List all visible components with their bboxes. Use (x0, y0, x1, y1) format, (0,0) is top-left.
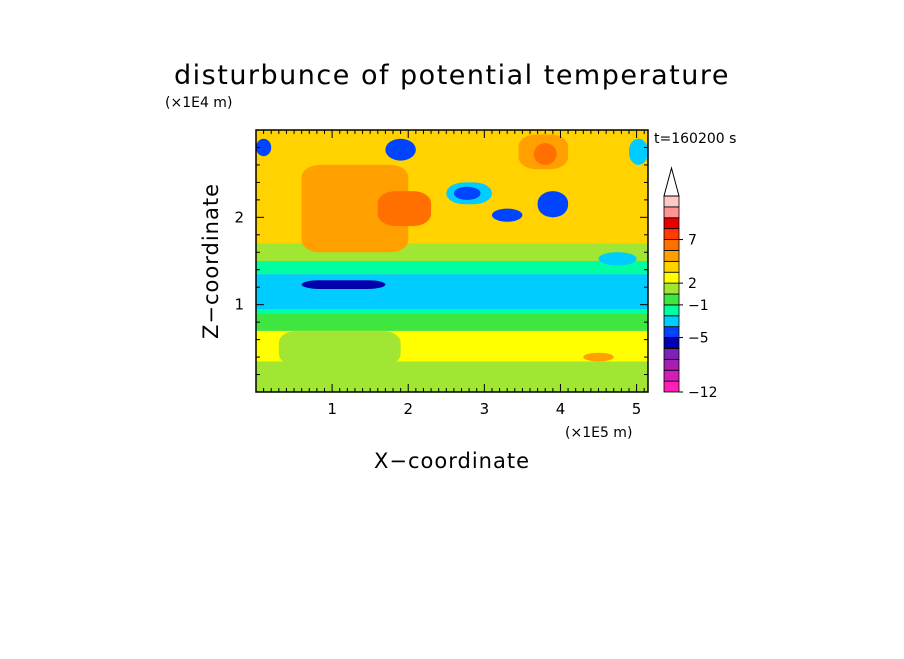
field-region (256, 261, 648, 275)
colorbar: −12−5−127 (663, 166, 718, 401)
field-region (256, 361, 648, 392)
field-region (278, 330, 401, 366)
colorbar-segment (663, 358, 680, 371)
x-tick-label: 2 (403, 400, 413, 418)
colorbar-segment (663, 369, 680, 382)
colorbar-segment (663, 195, 680, 208)
field-region (256, 313, 648, 331)
field-region (301, 280, 386, 289)
x-axis-label: X−coordinate (374, 449, 530, 473)
field-region (533, 143, 557, 165)
colorbar-segment (663, 315, 680, 328)
y-axis-label: Z−coordinate (199, 183, 223, 339)
field-region (583, 352, 614, 362)
colorbar-label: −12 (688, 385, 718, 401)
field-region (628, 138, 648, 165)
field-region (301, 164, 409, 253)
field-region (377, 191, 432, 227)
colorbar-segment (663, 380, 680, 393)
colorbar-segment (663, 260, 680, 273)
x-tick-label: 4 (556, 400, 566, 418)
field-region (256, 138, 272, 157)
colorbar-segment (663, 348, 680, 360)
colorbar-segment (663, 250, 680, 262)
field-region (385, 138, 416, 161)
colorbar-segment (663, 217, 680, 230)
field-region (537, 191, 569, 218)
colorbar-segment (663, 228, 680, 240)
x-tick-label: 3 (480, 400, 490, 418)
colorbar-extend-arrow (663, 166, 680, 197)
colorbar-segment (663, 304, 680, 317)
time-label: t=160200 s (654, 131, 736, 147)
plot-frame (255, 129, 649, 393)
x-tick-label: 5 (632, 400, 642, 418)
y-scale-label: (×1E4 m) (165, 95, 232, 111)
colorbar-label: 7 (688, 233, 697, 249)
y-tick-label: 1 (234, 296, 244, 314)
field-region (453, 186, 481, 200)
colorbar-segment (663, 282, 680, 295)
colorbar-segment (663, 271, 680, 284)
y-tick-label: 2 (234, 208, 244, 226)
colorbar-segment (663, 206, 680, 219)
colorbar-label: 2 (688, 276, 697, 292)
x-tick-label: 1 (327, 400, 337, 418)
colorbar-segment (663, 239, 680, 251)
colorbar-segment (663, 326, 680, 338)
x-axis: 1 2 3 4 5 (263, 130, 645, 418)
field-region (256, 274, 648, 310)
y-axis: 12 (234, 146, 648, 376)
colorbar-label: −1 (688, 298, 709, 314)
x-scale-label: (×1E5 m) (565, 425, 632, 441)
colorbar-segment (663, 293, 680, 306)
field-region (598, 252, 637, 266)
colorbar-label: −5 (688, 331, 709, 347)
field-region (491, 208, 523, 222)
chart-title: disturbunce of potential temperature (174, 60, 730, 91)
plot-area (256, 130, 648, 392)
colorbar-segment (663, 337, 680, 349)
